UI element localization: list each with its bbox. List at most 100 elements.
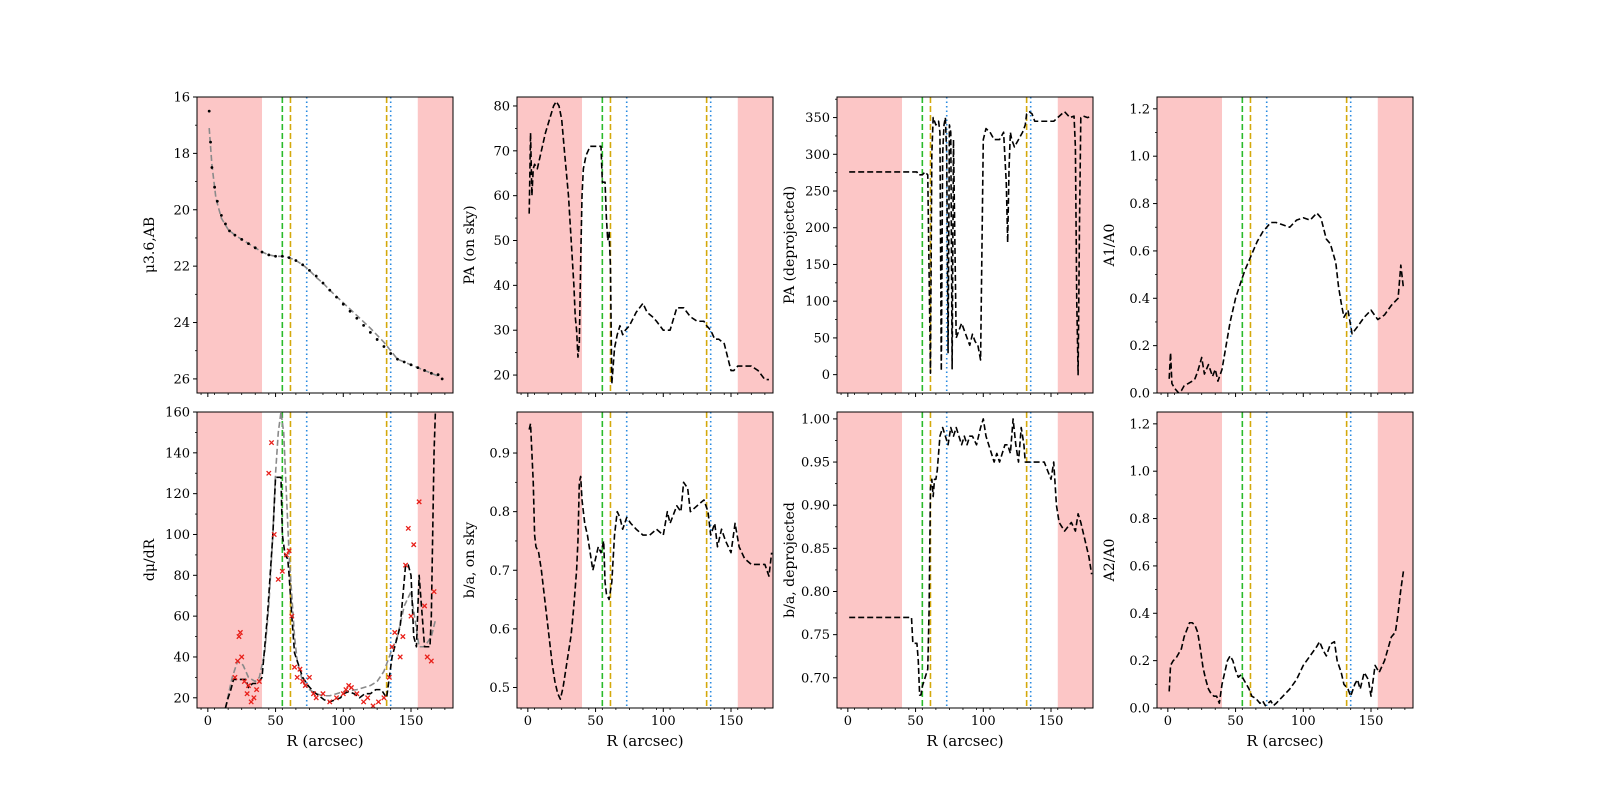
- dmu-cross-1: [234, 658, 241, 664]
- y-tick-label: 20: [173, 691, 190, 706]
- y-tick-label: 1.2: [1129, 102, 1150, 117]
- y-tick-label: 80: [493, 99, 510, 114]
- shaded-region-1: [837, 97, 903, 393]
- y-tick-label: 20: [173, 203, 190, 218]
- mu-point-27: [362, 323, 366, 327]
- axes-frame: [516, 96, 774, 394]
- mu-point-35: [416, 366, 420, 370]
- y-tick-label: 0.70: [801, 671, 830, 686]
- dmu-cross-19: [289, 613, 295, 619]
- x-tick-label: 50: [907, 714, 924, 729]
- dmu-cross-35: [354, 691, 360, 697]
- mu-point-9: [240, 237, 244, 241]
- x-axis-label: R (arcsec): [606, 732, 683, 750]
- dmu-cross-23: [299, 678, 306, 685]
- y-tick-label: 0.8: [1129, 197, 1150, 212]
- dmu-cross-41: [386, 674, 392, 681]
- y-tick-label: 0.2: [1129, 654, 1150, 669]
- dmu-cross-40: [381, 695, 387, 701]
- dmu-cross-15: [275, 576, 281, 583]
- mu-point-23: [335, 295, 338, 299]
- dmu-cross-47: [405, 525, 411, 532]
- y-axis-label: μ3.6,AB: [142, 217, 158, 273]
- y-tick-label: 0.0: [1129, 702, 1150, 717]
- dmu-cross-10: [253, 686, 260, 693]
- dmu-cross-7: [245, 682, 252, 689]
- mu-point-3: [213, 185, 217, 189]
- mu-point-0: [207, 109, 211, 113]
- y-tick-label: 70: [493, 144, 510, 159]
- y-tick-label: 0.8: [489, 505, 510, 520]
- pa_sky-series-0: [528, 100, 769, 385]
- shaded-region-1: [1157, 412, 1223, 708]
- panel-pa_dep: 0 50 100 150 200 250 300 350 PA (deprojected): [782, 96, 1094, 397]
- dmu-cross-50: [416, 499, 422, 505]
- axes-frame: [1156, 411, 1414, 709]
- ba_sky-series-0: [528, 422, 773, 701]
- y-tick-label: 50: [813, 331, 830, 346]
- y-tick-label: 0.4: [1129, 292, 1150, 307]
- mu-point-15: [280, 254, 284, 258]
- x-tick-label: 50: [587, 714, 604, 729]
- dmu-cross-4: [239, 654, 245, 660]
- shaded-region-1: [197, 97, 263, 393]
- y-tick-label: 160: [165, 406, 190, 421]
- x-tick-label: 150: [399, 714, 424, 729]
- x-axis-label: R (arcsec): [1246, 732, 1323, 750]
- dmu-cross-34: [348, 684, 355, 691]
- x-tick-label: 0: [204, 714, 212, 729]
- y-tick-label: 200: [805, 221, 830, 236]
- mu-point-33: [402, 360, 406, 364]
- mu-point-24: [341, 302, 345, 306]
- x-tick-label: 100: [1291, 714, 1316, 729]
- mu-point-32: [396, 357, 399, 361]
- y-tick-label: 1.2: [1129, 417, 1150, 432]
- y-tick-label: 30: [493, 324, 510, 339]
- shaded-region-2: [1057, 412, 1093, 708]
- y-tick-label: 0.2: [1129, 339, 1150, 354]
- dmu-cross-20: [291, 664, 298, 670]
- dmu-cross-11: [256, 678, 262, 685]
- x-tick-label: 0: [1164, 714, 1172, 729]
- shaded-region-1: [517, 97, 583, 393]
- mu-point-38: [436, 373, 440, 377]
- y-tick-label: 40: [173, 650, 190, 665]
- y-tick-label: 40: [493, 279, 510, 294]
- y-tick-label: 50: [493, 234, 510, 249]
- y-tick-label: 16: [173, 91, 190, 106]
- mu-point-10: [247, 242, 250, 245]
- dmu-cross-36: [360, 699, 367, 705]
- x-tick-label: 0: [524, 714, 532, 729]
- y-tick-label: 20: [493, 369, 510, 384]
- dmu-cross-54: [431, 588, 437, 595]
- dmu-cross-53: [428, 658, 434, 664]
- mu-point-26: [355, 316, 359, 320]
- mu-point-30: [382, 345, 386, 348]
- axes-frame: [836, 96, 1094, 394]
- x-tick-label: 50: [267, 714, 284, 729]
- mu-point-31: [389, 352, 393, 355]
- shaded-region-1: [837, 412, 903, 708]
- y-tick-label: 140: [165, 446, 190, 461]
- y-tick-label: 0: [822, 368, 830, 383]
- mu-point-34: [409, 363, 413, 367]
- y-tick-label: 0.5: [489, 681, 510, 696]
- mu-point-13: [267, 253, 271, 257]
- x-tick-label: 150: [719, 714, 744, 729]
- mu-point-4: [215, 199, 219, 203]
- y-tick-label: 0.9: [489, 447, 510, 462]
- x-tick-label: 150: [1359, 714, 1384, 729]
- x-tick-label: 150: [1039, 714, 1064, 729]
- shaded-region-1: [1157, 97, 1223, 393]
- panel-ba_dep: 0 50 100 150 0.70 0.75 0.80 0.85 0.90 0.95 1.00 b/a…: [782, 411, 1094, 750]
- y-tick-label: 250: [805, 185, 830, 200]
- x-axis-label: R (arcsec): [286, 732, 363, 750]
- y-axis-label: b/a, deprojected: [782, 502, 798, 618]
- x-axis-label: R (arcsec): [926, 732, 1003, 750]
- panel-mu: 16 18 20 22 24 26 μ3.6,AB: [142, 91, 454, 397]
- y-axis-label: PA (on sky): [462, 205, 478, 284]
- shaded-region-1: [197, 412, 263, 708]
- axes-frame: [196, 96, 454, 394]
- shaded-region-1: [517, 412, 583, 708]
